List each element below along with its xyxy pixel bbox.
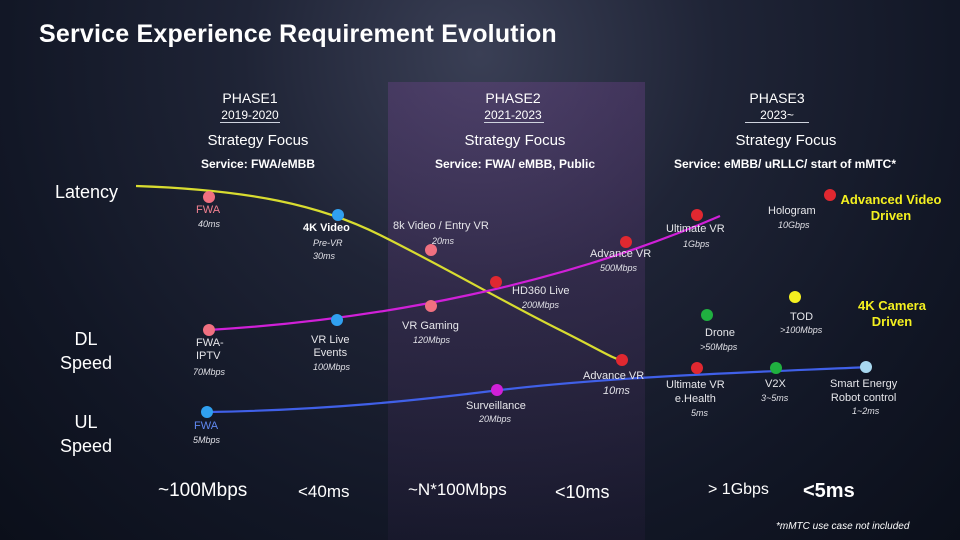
v2x-value: 3~5ms (761, 393, 789, 403)
advance-vr-latency-value: 500Mbps (600, 263, 638, 273)
smart-energy-value: 1~2ms (852, 406, 880, 416)
hd360-value: 200Mbps (522, 300, 560, 310)
phase1-years: 2019-2020 (221, 108, 279, 122)
advance-vr-ul-value: 10ms (603, 385, 630, 397)
fwa-latency-label: FWA (196, 204, 221, 216)
fwa-latency-value: 40ms (198, 219, 221, 229)
advance-vr-latency-label: Advance VR (590, 248, 652, 260)
phase2-focus: Strategy Focus (464, 132, 566, 149)
phase1-name: PHASE1 (222, 90, 278, 106)
surveillance-dot (491, 384, 503, 396)
camera-4k-driven-label: 4K Camera Driven (858, 298, 926, 329)
v2x-label: V2X (765, 378, 786, 390)
dl-speed-row-label: DL Speed (60, 329, 113, 373)
latency-curve (135, 184, 623, 362)
vr-gaming-value: 120Mbps (413, 335, 451, 345)
ul-speed-row-label: UL Speed (60, 412, 113, 456)
hologram-value: 10Gbps (778, 220, 810, 230)
fwa-ul-label: FWA (194, 420, 219, 432)
vr-gaming-label: VR Gaming (402, 320, 459, 332)
surveillance-value: 20Mbps (479, 414, 512, 424)
fwa-iptv-value: 70Mbps (193, 367, 226, 377)
fwa-ul-value: 5Mbps (193, 435, 221, 445)
ultimate-vr-latency-label: Ultimate VR (666, 223, 725, 235)
footnote: *mMTC use case not included (776, 521, 910, 532)
ultimate-vr-ehealth-dot (691, 362, 703, 374)
phase3-service: Service: eMBB/ uRLLC/ start of mMTC* (673, 157, 897, 171)
summary-phase1-speed: ~100Mbps (158, 480, 248, 501)
phase1-focus: Strategy Focus (207, 132, 309, 149)
summary-phase1-latency: <40ms (298, 482, 350, 501)
fwa-ul-dot (201, 406, 213, 418)
summary-phase2-speed: ~N*100Mbps (408, 480, 507, 499)
advance-vr-ul-label: Advance VR (583, 370, 645, 382)
vr-live-dot (331, 314, 343, 326)
fwa-iptv-dot (203, 324, 215, 336)
phase1-service: Service: FWA/eMBB (200, 157, 316, 171)
advance-vr-ul-dot (616, 354, 628, 366)
ultimate-vr-latency-value: 1Gbps (683, 239, 710, 249)
hologram-dot (824, 189, 836, 201)
latency-row-label: Latency (55, 182, 119, 202)
phase3-focus: Strategy Focus (735, 132, 837, 149)
phase2-service: Service: FWA/ eMBB, Public (434, 157, 596, 171)
hd360-dot (490, 276, 502, 288)
surveillance-label: Surveillance (466, 400, 526, 412)
phase3-name: PHASE3 (749, 90, 805, 106)
ultimate-vr-ehealth-value: 5ms (691, 408, 709, 418)
tod-label: TOD (790, 311, 814, 323)
tod-value: >100Mbps (780, 325, 823, 335)
vr-live-label: VR Live Events (311, 334, 350, 359)
video-4k-dot (332, 209, 344, 221)
phase3-underline (745, 122, 809, 123)
smart-energy-dot (860, 361, 872, 373)
tod-dot (789, 291, 801, 303)
video-4k-value: Pre-VR 30ms (313, 238, 343, 261)
video-8k-label: 8k Video / Entry VR (393, 220, 489, 232)
summary-phase2-latency: <10ms (555, 482, 610, 502)
hd360-label: HD360 Live (512, 285, 570, 297)
advance-vr-latency-dot (620, 236, 632, 248)
video-8k-dot (425, 244, 437, 256)
fwa-iptv-label: FWA- IPTV (196, 337, 224, 362)
v2x-dot (770, 362, 782, 374)
ultimate-vr-ehealth-label: Ultimate VR e.Health (666, 379, 725, 405)
drone-value: >50Mbps (700, 342, 738, 352)
smart-energy-label: Smart Energy Robot control (830, 378, 898, 404)
advanced-video-driven-label: Advanced Video Driven (840, 192, 942, 223)
video-8k-value: 20ms (432, 236, 455, 246)
video-4k-label: 4K Video (303, 222, 350, 234)
drone-label: Drone (705, 327, 735, 339)
phase2-name: PHASE2 (485, 90, 541, 106)
summary-phase3-latency: <5ms (803, 480, 855, 502)
phase2-underline (484, 122, 544, 123)
ultimate-vr-latency-dot (691, 209, 703, 221)
phase1-underline (220, 122, 280, 123)
summary-phase3-speed: > 1Gbps (708, 481, 769, 498)
vr-live-value: 100Mbps (313, 362, 351, 372)
drone-dot (701, 309, 713, 321)
fwa-latency-dot (203, 191, 215, 203)
phase3-years: 2023~ (760, 108, 794, 122)
page-title: Service Experience Requirement Evolution (39, 20, 557, 48)
dl-speed-curve (207, 214, 721, 332)
vr-gaming-dot (425, 300, 437, 312)
hologram-label: Hologram (768, 205, 816, 217)
phase2-years: 2021-2023 (484, 108, 542, 122)
